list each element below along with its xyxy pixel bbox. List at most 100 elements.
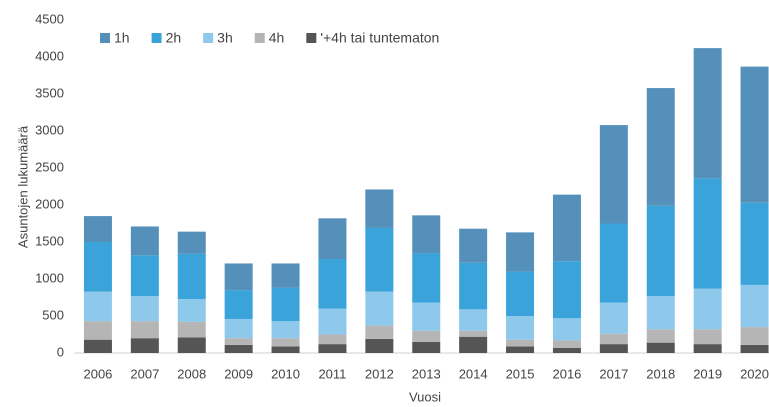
bar-segment: [599, 302, 628, 334]
x-tick-label: 2013: [412, 366, 441, 381]
bar-segment: [459, 262, 488, 310]
bar-segment: [740, 327, 769, 345]
bar-segment: [365, 338, 394, 353]
bar-segment: [693, 48, 722, 179]
bar-segment: [412, 302, 441, 331]
bar-segment: [271, 321, 300, 339]
y-tick-label: 4500: [35, 11, 64, 26]
bar-segment: [646, 329, 675, 343]
bar-segment: [646, 88, 675, 206]
bar-segment: [271, 346, 300, 353]
x-tick-label: 2009: [224, 366, 253, 381]
bar-segment: [83, 216, 112, 242]
bar-segment: [740, 66, 769, 203]
legend-swatch: [203, 33, 214, 43]
bar-segment: [224, 338, 253, 345]
x-tick-label: 2016: [552, 366, 581, 381]
legend-label: 2h: [166, 30, 182, 46]
bar-segment: [412, 253, 441, 303]
bar-segment: [693, 288, 722, 330]
x-axis-label: Vuosi: [409, 389, 441, 404]
bar-segment: [552, 318, 581, 341]
x-tick-label: 2011: [318, 366, 346, 381]
y-tick-label: 2500: [35, 159, 64, 174]
bar-segment: [271, 263, 300, 288]
bar-segment: [506, 271, 535, 316]
bar-segment: [271, 338, 300, 347]
bar-segment: [224, 318, 253, 339]
bar-segment: [130, 255, 159, 297]
bar-segment: [599, 344, 628, 353]
bar-segment: [506, 316, 535, 340]
bar-segment: [318, 259, 347, 309]
y-tick-label: 2000: [35, 196, 64, 211]
bar-segment: [224, 344, 253, 353]
bar-segment: [365, 189, 394, 228]
bar-segment: [646, 342, 675, 353]
bar-segment: [224, 263, 253, 291]
y-tick-label: 3500: [35, 85, 64, 100]
bar-segment: [83, 291, 112, 322]
bar-segment: [177, 253, 206, 299]
bar-segment: [318, 308, 347, 335]
x-tick-label: 2006: [83, 366, 112, 381]
bar-segment: [552, 347, 581, 353]
x-tick-label: 2015: [506, 366, 535, 381]
bar-segment: [459, 336, 488, 353]
x-tick-label: 2020: [740, 366, 769, 381]
legend-label: 3h: [217, 30, 233, 46]
bar-segment: [599, 125, 628, 224]
legend-label: '+4h tai tuntematon: [320, 30, 439, 46]
bar-segment: [693, 178, 722, 289]
y-tick-label: 0: [57, 344, 64, 359]
bar-segment: [130, 338, 159, 353]
bar-segment: [599, 223, 628, 303]
bar-segment: [177, 321, 206, 338]
bar-segment: [412, 215, 441, 254]
x-tick-label: 2012: [365, 366, 394, 381]
legend-label: 1h: [114, 30, 130, 46]
x-tick-label: 2014: [459, 366, 488, 381]
bar-segment: [506, 232, 535, 272]
bar-segment: [365, 227, 394, 292]
bar-segment: [130, 296, 159, 322]
legend-swatch: [100, 33, 110, 43]
bar-segment: [459, 330, 488, 337]
bar-segment: [693, 329, 722, 345]
bar-segment: [646, 296, 675, 330]
bar-segment: [740, 344, 769, 353]
bar-segment: [365, 291, 394, 326]
x-tick-label: 2008: [177, 366, 206, 381]
y-tick-label: 1000: [35, 270, 64, 285]
bar-segment: [318, 218, 347, 260]
x-tick-label: 2010: [271, 366, 300, 381]
x-tick-label: 2007: [130, 366, 159, 381]
bar-segment: [177, 337, 206, 353]
legend-label: 4h: [269, 30, 285, 46]
bar-segment: [506, 346, 535, 353]
bar-segment: [599, 333, 628, 345]
bar-segment: [83, 321, 112, 340]
bar-segment: [552, 194, 581, 262]
bar-segment: [318, 344, 347, 353]
bar-segment: [271, 287, 300, 322]
bar-segment: [552, 261, 581, 319]
bar-segment: [506, 339, 535, 347]
bar-segment: [130, 321, 159, 339]
bar-segment: [740, 202, 769, 285]
bar-segment: [83, 339, 112, 353]
y-axis-label: Asuntojen lukumäärä: [15, 125, 30, 248]
x-tick-label: 2019: [693, 366, 722, 381]
y-tick-label: 1500: [35, 233, 64, 248]
bar-segment: [177, 298, 206, 322]
x-tick-label: 2017: [599, 366, 628, 381]
bar-segment: [83, 242, 112, 292]
bar-segment: [693, 344, 722, 353]
bar-segment: [224, 290, 253, 319]
bar-segment: [130, 226, 159, 256]
bar-segment: [459, 228, 488, 263]
bar-segment: [740, 284, 769, 328]
bar-segment: [177, 231, 206, 254]
bar-segment: [365, 325, 394, 339]
legend-swatch: [306, 33, 317, 43]
